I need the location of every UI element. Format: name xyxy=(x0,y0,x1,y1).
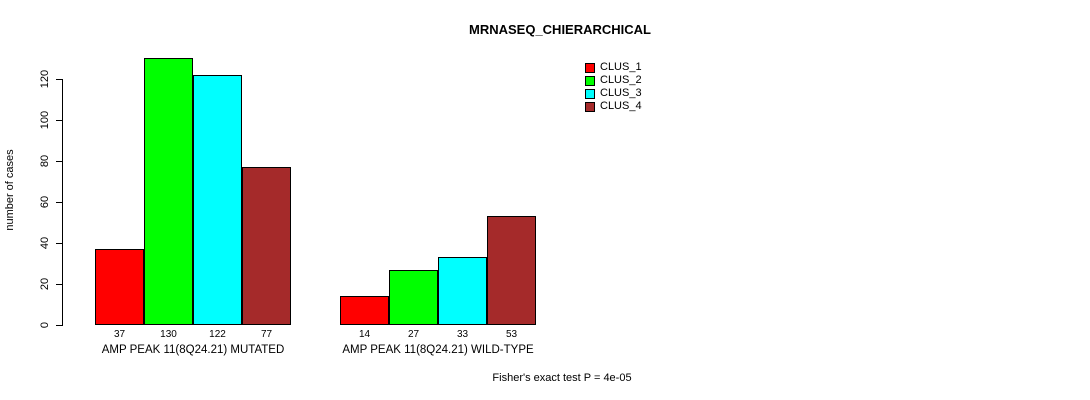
bar-clus_2-group1 xyxy=(144,58,193,325)
bar-value-label: 77 xyxy=(260,329,273,340)
bar-clus_4-group1 xyxy=(242,167,291,325)
bar-clus_1-group1 xyxy=(95,249,144,325)
group-label: AMP PEAK 11(8Q24.21) WILD-TYPE xyxy=(342,344,534,356)
bar-value-label: 27 xyxy=(407,329,420,340)
bar-clus_3-group2 xyxy=(438,257,487,325)
y-tick-label: 80 xyxy=(39,154,51,168)
bar-value-label: 37 xyxy=(113,329,126,340)
bar-value-label: 14 xyxy=(358,329,371,340)
y-tick-label: 40 xyxy=(39,236,51,250)
legend-item-clus_1: CLUS_1 xyxy=(585,62,642,73)
y-tick-label: 60 xyxy=(39,195,51,209)
y-tick-mark xyxy=(56,202,62,203)
y-tick-label: 0 xyxy=(39,321,51,329)
bar-clus_1-group2 xyxy=(340,296,389,325)
y-tick-label: 20 xyxy=(39,277,51,291)
y-tick-mark xyxy=(56,120,62,121)
y-axis-line xyxy=(62,79,63,326)
legend-swatch-icon xyxy=(585,62,595,73)
chart-title: MRNASEQ_CHIERARCHICAL xyxy=(468,22,652,37)
y-tick-mark xyxy=(56,243,62,244)
legend-item-clus_4: CLUS_4 xyxy=(585,101,642,112)
legend-label: CLUS_1 xyxy=(600,61,642,73)
y-axis-label: number of cases xyxy=(4,149,16,231)
legend-swatch-icon xyxy=(585,88,595,99)
bar-clus_2-group2 xyxy=(389,270,438,325)
legend-label: CLUS_3 xyxy=(600,87,642,99)
legend-swatch-icon xyxy=(585,75,595,86)
bar-value-label: 130 xyxy=(160,329,177,340)
legend-label: CLUS_4 xyxy=(600,100,642,112)
y-tick-mark xyxy=(56,284,62,285)
legend: CLUS_1 CLUS_2 CLUS_3 CLUS_4 xyxy=(585,62,642,112)
y-tick-mark xyxy=(56,325,62,326)
bar-clus_4-group2 xyxy=(487,216,536,325)
legend-label: CLUS_2 xyxy=(600,74,642,86)
bar-value-label: 33 xyxy=(456,329,469,340)
y-tick-label: 100 xyxy=(39,110,51,130)
group-label: AMP PEAK 11(8Q24.21) MUTATED xyxy=(101,344,285,356)
y-tick-mark xyxy=(56,161,62,162)
annotation-text: Fisher's exact test P = 4e-05 xyxy=(492,372,632,384)
legend-item-clus_2: CLUS_2 xyxy=(585,75,642,86)
y-tick-mark xyxy=(56,79,62,80)
bar-value-label: 122 xyxy=(209,329,226,340)
legend-swatch-icon xyxy=(585,101,595,112)
legend-item-clus_3: CLUS_3 xyxy=(585,88,642,99)
bar-value-label: 53 xyxy=(505,329,518,340)
bar-clus_3-group1 xyxy=(193,75,242,325)
y-tick-label: 120 xyxy=(39,69,51,89)
